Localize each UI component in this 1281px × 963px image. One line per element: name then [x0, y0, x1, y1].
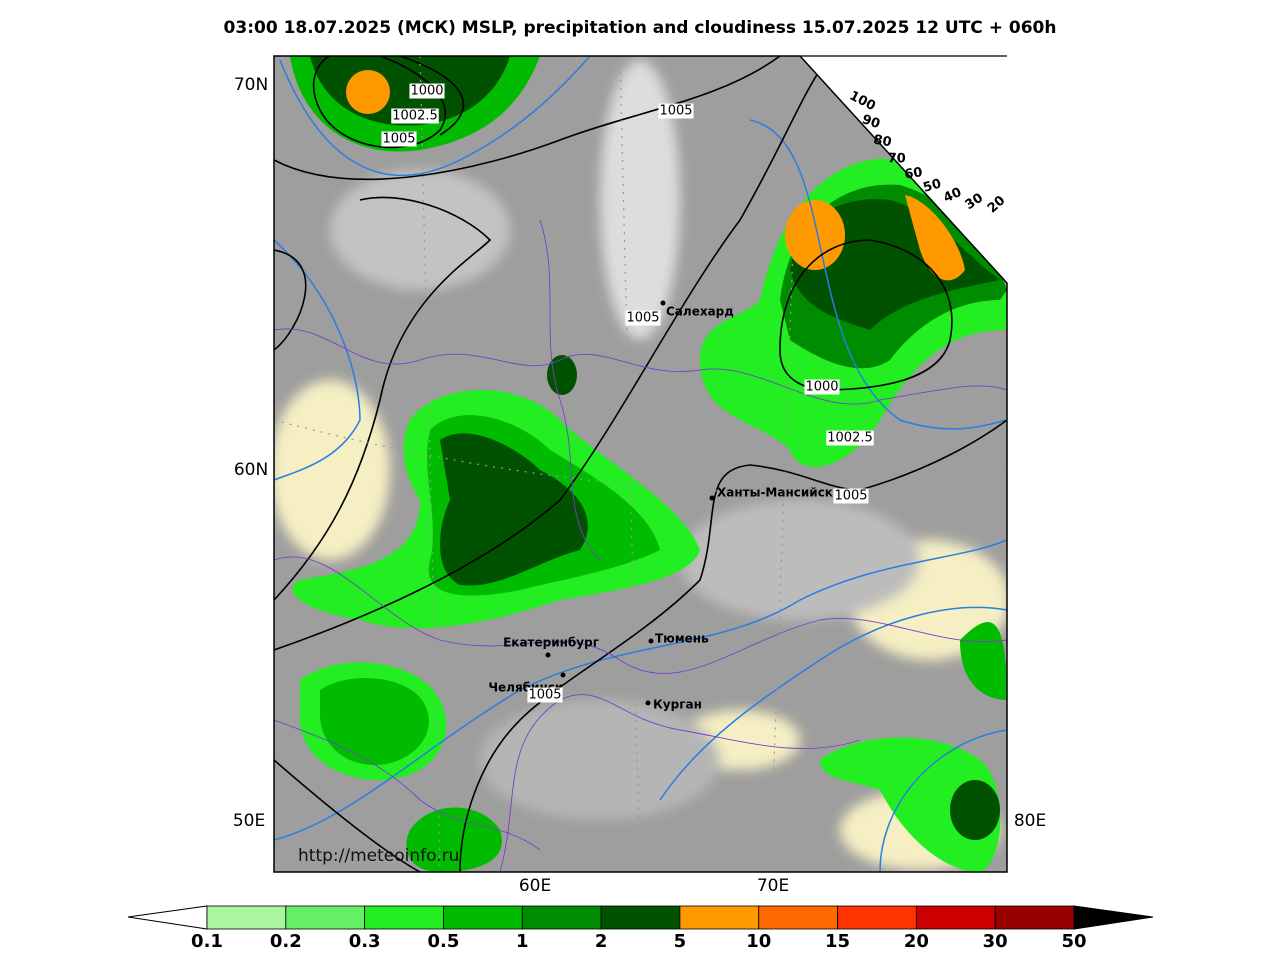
- colorbar-tick-label: 0.5: [428, 931, 460, 952]
- colorbar-low-end: [127, 905, 208, 930]
- colorbar-segment: [364, 905, 444, 930]
- url: http://meteoinfo.ru: [298, 846, 459, 866]
- colorbar-tick-label: 20: [904, 931, 929, 952]
- colorbar-segment: [521, 905, 602, 930]
- cloud-scale-label: 90: [860, 112, 882, 132]
- city-dot: [645, 700, 651, 706]
- isobar-label: 1005: [382, 132, 415, 147]
- colorbar-segment: [443, 905, 523, 930]
- isobar-label: 1005: [528, 688, 561, 703]
- isobar-label-bg: [826, 430, 874, 446]
- cloud-scale-label: 40: [941, 185, 964, 206]
- title: 03:00 18.07.2025 (МСК) MSLP, precipitati…: [224, 18, 1057, 38]
- cloud-scale-label: 80: [872, 133, 892, 151]
- lon-label: 50E: [233, 811, 265, 831]
- lon-label: 70E: [757, 876, 789, 896]
- colorbar-segment: [994, 905, 1075, 930]
- isobar-label: 1005: [659, 104, 692, 119]
- isobar-label-bg: [804, 379, 840, 395]
- city-dot: [660, 300, 666, 306]
- isobar-label-bg: [381, 131, 417, 147]
- isobar-label: 1002.5: [827, 431, 873, 446]
- isobar-label-bg: [527, 687, 563, 703]
- map-field: [274, 56, 1007, 872]
- isobar-label: 1002.5: [392, 109, 438, 124]
- colorbar-tick-label: 0.2: [270, 931, 302, 952]
- city-dot: [560, 672, 566, 678]
- colorbar-high-end: [1073, 905, 1154, 930]
- cloud-scale-label: 30: [963, 191, 986, 213]
- lat-label: 70N: [234, 75, 268, 95]
- cloud-scale-label: 20: [985, 193, 1008, 216]
- colorbar-tick-label: 30: [983, 931, 1008, 952]
- isobar-label: 1000: [410, 84, 443, 99]
- cloud-scale-label: 100: [847, 89, 878, 115]
- colorbar-segment: [758, 905, 838, 930]
- cloud-scale-label: 60: [904, 165, 924, 182]
- colorbar-segment: [837, 905, 917, 930]
- map-frame: [273, 55, 1008, 873]
- colorbar-tick-label: 15: [825, 931, 850, 952]
- isobar-label-bg: [625, 310, 661, 326]
- cloud-scale-label: 50: [922, 176, 944, 195]
- colorbar-tick-label: 0.1: [191, 931, 223, 952]
- isobar-label-bg: [409, 83, 445, 99]
- isobar-label-bg: [658, 103, 694, 119]
- isobar-label: 1000: [805, 380, 838, 395]
- city-label: Ханты-Мансийск: [717, 486, 833, 500]
- isobar-label-bg: [391, 108, 439, 124]
- colorbar-segment: [285, 905, 366, 930]
- colorbar-segment: [600, 905, 681, 930]
- isobar-label: 1005: [626, 311, 659, 326]
- colorbar-tick-label: 50: [1061, 931, 1086, 952]
- city-label: Екатеринбург: [503, 636, 599, 650]
- city-label: Курган: [653, 698, 702, 712]
- cloud-scale-label: 70: [888, 151, 906, 166]
- lon-label: 60E: [519, 876, 551, 896]
- colorbar-tick-label: 2: [595, 931, 608, 952]
- lat-label: 60N: [234, 460, 268, 480]
- city-label: Салехард: [666, 305, 734, 319]
- isobar-label-bg: [833, 488, 869, 504]
- city-label: Тюмень: [655, 632, 709, 646]
- lon-label: 80E: [1014, 811, 1046, 831]
- colorbar-segment: [206, 905, 287, 930]
- colorbar-segment: [915, 905, 996, 930]
- city-dot: [709, 495, 715, 501]
- colorbar-segment: [679, 905, 760, 930]
- colorbar-tick-label: 1: [516, 931, 529, 952]
- colorbar-tick-label: 0.3: [349, 931, 381, 952]
- isobar-label: 1005: [834, 489, 867, 504]
- colorbar-tick-label: 5: [674, 931, 687, 952]
- colorbar-tick-label: 10: [746, 931, 771, 952]
- city-dot: [648, 638, 654, 644]
- city-dot: [545, 652, 551, 658]
